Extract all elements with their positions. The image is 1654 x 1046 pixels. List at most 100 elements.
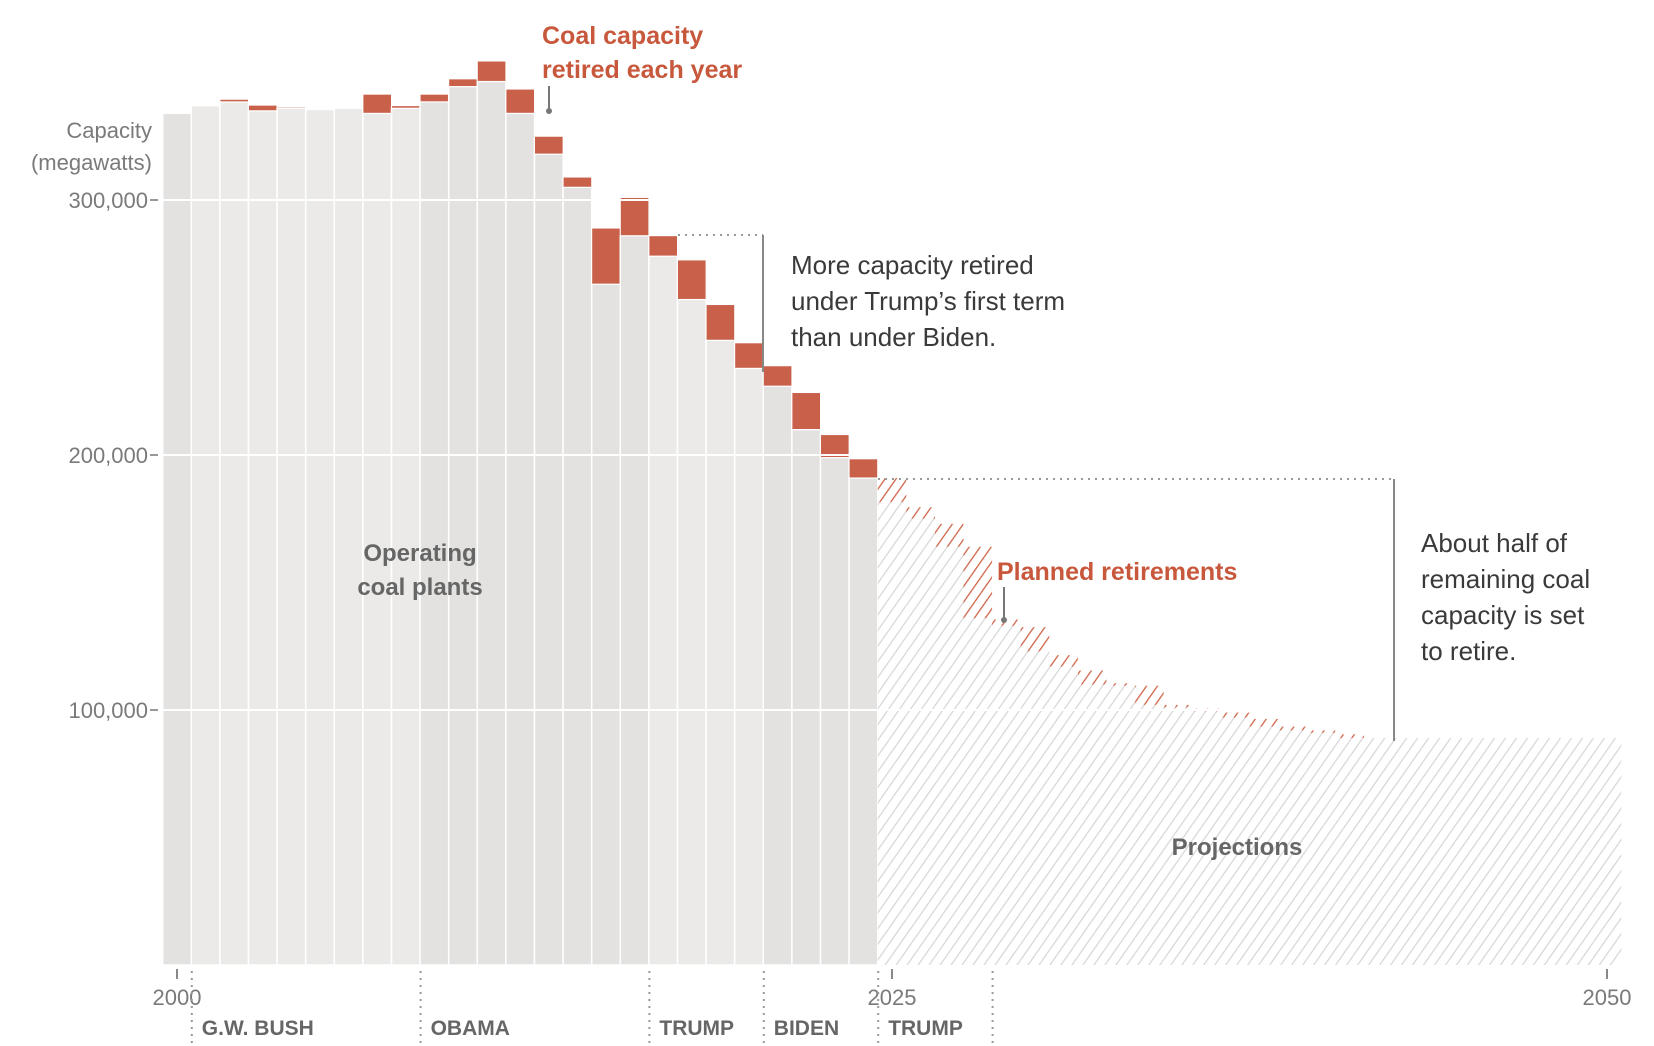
retired-bar xyxy=(362,93,392,114)
operating-label-line1: Operating xyxy=(363,540,476,567)
planned-retirement-bar xyxy=(1278,726,1307,731)
trump-biden-note-line3: than under Biden. xyxy=(791,322,996,352)
planned-retirement-bar xyxy=(1335,734,1364,739)
operating-bar xyxy=(304,108,336,966)
retired-label-leader-dot xyxy=(546,108,552,114)
retired-bar xyxy=(476,60,507,82)
retired-bar xyxy=(705,304,736,341)
axes: 100,000 200,000 300,000 2000 2025 2050 xyxy=(68,188,1631,1010)
planned-retirement-bar xyxy=(1049,655,1078,667)
retired-bar xyxy=(505,88,535,114)
presidency-markers: G.W. BUSH OBAMA TRUMP BIDEN TRUMP xyxy=(190,971,994,1045)
retired-label-line2: retired each year xyxy=(542,56,742,84)
operating-bar xyxy=(447,85,479,966)
retired-bar xyxy=(391,105,421,109)
presidency-label: TRUMP xyxy=(888,1017,963,1040)
operating-bar xyxy=(648,255,679,966)
half-note-line2: remaining coal xyxy=(1421,564,1590,594)
retired-label-line1: Coal capacity xyxy=(542,22,703,50)
retired-bar xyxy=(677,259,707,300)
operating-bar xyxy=(476,80,507,966)
retired-bar xyxy=(762,365,793,387)
retired-bar xyxy=(734,342,764,369)
planned-retirement-bar xyxy=(963,546,993,619)
projection-bar xyxy=(1535,738,1565,965)
projection-bar xyxy=(877,502,907,965)
operating-bar xyxy=(848,477,879,966)
planned-retirement-bar xyxy=(1135,685,1164,705)
half-note-line4: to retire. xyxy=(1421,636,1516,666)
projection-bar xyxy=(1506,738,1536,965)
retired-bar xyxy=(448,78,478,88)
operating-bar xyxy=(419,101,450,966)
projection-bar xyxy=(1564,738,1593,965)
projection-bar xyxy=(906,518,935,965)
planned-label-leader-dot xyxy=(1001,617,1007,623)
x-tick-label: 2050 xyxy=(1583,985,1632,1010)
operating-bar xyxy=(333,107,364,966)
operating-bar xyxy=(819,456,850,966)
operating-bar xyxy=(161,112,193,966)
projection-bar xyxy=(963,618,993,965)
operating-bar xyxy=(733,367,765,966)
y-tick-label: 100,000 xyxy=(68,698,148,723)
presidency-label: BIDEN xyxy=(774,1017,839,1040)
retired-bar xyxy=(419,93,450,103)
operating-bar xyxy=(705,339,736,966)
operating-bar xyxy=(762,385,793,966)
projection-bar xyxy=(1421,738,1450,965)
projection-bar xyxy=(1392,738,1422,965)
projection-bar xyxy=(1106,685,1136,965)
retired-bar xyxy=(848,458,879,479)
y-axis-title-line1: Capacity xyxy=(66,118,152,143)
presidency-label: G.W. BUSH xyxy=(202,1017,314,1040)
retired-bar xyxy=(648,235,679,257)
projection-bar xyxy=(1220,717,1250,965)
projection-bar xyxy=(934,546,964,965)
planned-retirement-bar xyxy=(906,507,935,519)
operating-bar xyxy=(219,101,250,966)
x-tick-label: 2000 xyxy=(153,985,202,1010)
operating-bar xyxy=(190,104,221,966)
projection-bar xyxy=(1306,732,1336,965)
projection-bar xyxy=(1363,738,1393,965)
retired-bar xyxy=(248,104,278,112)
planned-retirement-bar xyxy=(1249,718,1279,727)
operating-bar xyxy=(590,283,622,966)
retired-bar xyxy=(219,98,249,103)
projection-bar xyxy=(1135,704,1164,965)
operating-bar xyxy=(676,298,707,966)
operating-bar xyxy=(562,186,593,966)
half-note-line3: capacity is set xyxy=(1421,600,1585,630)
planned-retirement-bar xyxy=(1306,730,1336,733)
operating-bar xyxy=(276,107,307,966)
projection-bar xyxy=(1449,738,1479,965)
operating-bar xyxy=(390,107,421,966)
operating-bar xyxy=(533,153,564,966)
projection-bar xyxy=(1192,711,1221,965)
trump-biden-note-line1: More capacity retired xyxy=(791,250,1034,280)
projection-bar xyxy=(1335,738,1364,965)
y-tick-label: 200,000 xyxy=(68,443,148,468)
planned-retirement-bar xyxy=(992,619,1021,626)
operating-label-line2: coal plants xyxy=(357,574,482,601)
projection-bar xyxy=(1163,707,1193,965)
retired-bar xyxy=(562,176,593,188)
operating-bar xyxy=(362,112,393,966)
presidency-label: TRUMP xyxy=(659,1017,734,1040)
operating-bar xyxy=(505,112,536,966)
planned-retirement-bar xyxy=(934,523,964,547)
y-tick-label: 300,000 xyxy=(68,188,148,213)
retired-bar xyxy=(820,434,850,459)
projection-bar xyxy=(1478,738,1507,965)
operating-bar xyxy=(619,234,650,966)
presidency-label: OBAMA xyxy=(431,1017,510,1040)
planned-retirement-bar xyxy=(1220,712,1250,718)
trump-biden-note-line2: under Trump’s first term xyxy=(791,286,1065,316)
projection-bar xyxy=(992,625,1021,965)
projections-label: Projections xyxy=(1172,834,1303,861)
projection-bar xyxy=(1049,666,1078,965)
x-tick-label: 2025 xyxy=(868,985,917,1010)
retired-bar xyxy=(791,392,822,430)
